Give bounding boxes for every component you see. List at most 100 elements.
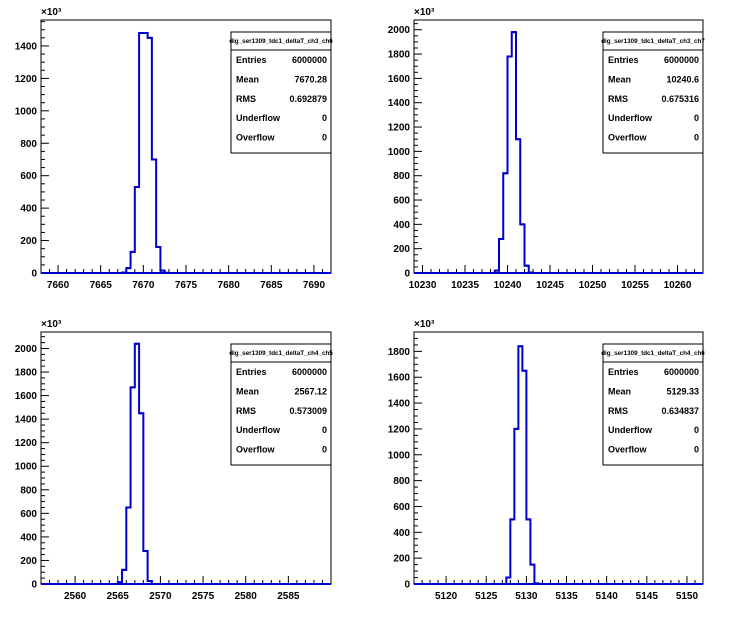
y-tick-label: 800 bbox=[20, 485, 37, 496]
x-tick-label: 5125 bbox=[475, 591, 498, 602]
stats-value: 0 bbox=[694, 113, 699, 123]
y-tick-label: 2000 bbox=[388, 25, 411, 36]
stats-label: Entries bbox=[608, 367, 639, 377]
x-tick-label: 10260 bbox=[664, 280, 692, 291]
stats-label: Mean bbox=[608, 386, 631, 396]
y-tick-label: 600 bbox=[20, 509, 37, 520]
x-tick-label: 2560 bbox=[64, 591, 87, 602]
y-tick-label: 1800 bbox=[388, 347, 411, 358]
y-tick-label: 400 bbox=[20, 204, 37, 215]
x-tick-label: 5145 bbox=[636, 591, 659, 602]
stats-value: 6000000 bbox=[664, 55, 699, 65]
stats-label: Underflow bbox=[608, 113, 653, 123]
y-tick-label: 1000 bbox=[388, 450, 411, 461]
stats-box-frame bbox=[230, 343, 332, 466]
histogram-outline bbox=[116, 342, 153, 584]
stats-label: Mean bbox=[236, 386, 259, 396]
histogram-panel-1: 0 200 400 600 800 1000 1200 1400 ×10³ 7660 7665 767… bbox=[15, 7, 334, 291]
histogram-panel-2: 0 200 400 600 800 1000 1200 1400 1600 1800 2000×10… bbox=[388, 7, 706, 291]
y-tick-label: 800 bbox=[393, 476, 410, 487]
x-tick-label: 10230 bbox=[409, 280, 437, 291]
y-exponent-label: ×10³ bbox=[41, 319, 62, 330]
stats-value: 0.573009 bbox=[289, 406, 327, 416]
y-tick-label: 400 bbox=[393, 528, 410, 539]
y-exponent-label: ×10³ bbox=[414, 319, 435, 330]
y-tick-label: 1600 bbox=[388, 373, 411, 384]
x-tick-label: 7665 bbox=[90, 280, 113, 291]
x-tick-label: 7670 bbox=[132, 280, 155, 291]
stats-box-frame bbox=[230, 31, 332, 154]
y-tick-label: 1400 bbox=[15, 415, 38, 426]
stats-label: Overflow bbox=[608, 133, 648, 143]
stats-box: dig_ser1309_tdc1_deltaT_ch4_ch6 Entries 60… bbox=[601, 343, 705, 466]
stats-label: Underflow bbox=[236, 425, 281, 435]
y-tick-label: 200 bbox=[393, 244, 410, 255]
y-tick-label: 1400 bbox=[388, 399, 411, 410]
y-tick-label: 1200 bbox=[15, 74, 38, 85]
y-exponent-label: ×10³ bbox=[41, 7, 62, 18]
y-tick-label: 800 bbox=[20, 139, 37, 150]
stats-label: RMS bbox=[608, 94, 628, 104]
stats-title: dig_ser1309_tdc1_deltaT_ch3_ch6 bbox=[229, 38, 333, 45]
stats-label: Mean bbox=[236, 74, 259, 84]
x-tick-label: 10235 bbox=[451, 280, 479, 291]
stats-label: Overflow bbox=[608, 445, 648, 455]
x-tick-label: 7675 bbox=[175, 280, 198, 291]
stats-value: 7670.28 bbox=[294, 74, 327, 84]
stats-label: Overflow bbox=[236, 133, 276, 143]
stats-value: 0.634837 bbox=[661, 406, 699, 416]
stats-value: 6000000 bbox=[292, 367, 327, 377]
stats-label: Underflow bbox=[236, 113, 281, 123]
stats-value: 0.675316 bbox=[661, 94, 699, 104]
y-tick-label: 0 bbox=[404, 580, 410, 591]
y-tick-label: 1600 bbox=[388, 74, 411, 85]
stats-box: dig_ser1309_tdc1_deltaT_ch4_ch5 Entries 60… bbox=[229, 343, 333, 466]
y-tick-label: 800 bbox=[393, 171, 410, 182]
stats-title: dig_ser1309_tdc1_deltaT_ch4_ch5 bbox=[229, 350, 333, 357]
y-tick-label: 200 bbox=[393, 554, 410, 565]
y-tick-label: 1000 bbox=[388, 147, 411, 158]
stats-value: 6000000 bbox=[292, 55, 327, 65]
y-tick-label: 1800 bbox=[388, 50, 411, 61]
x-tick-label: 10240 bbox=[494, 280, 522, 291]
stats-box: dig_ser1309_tdc1_deltaT_ch3_ch6 Entries 60… bbox=[229, 31, 333, 154]
stats-value: 0 bbox=[694, 133, 699, 143]
x-tick-label: 2570 bbox=[149, 591, 172, 602]
x-tick-label: 2575 bbox=[192, 591, 215, 602]
histogram-outline bbox=[121, 31, 170, 274]
stats-label: RMS bbox=[236, 406, 256, 416]
stats-box: dig_ser1309_tdc1_deltaT_ch3_ch7 Entries 60… bbox=[601, 31, 705, 154]
x-tick-label: 10245 bbox=[536, 280, 564, 291]
stats-label: Entries bbox=[236, 367, 267, 377]
stats-title: dig_ser1309_tdc1_deltaT_ch3_ch7 bbox=[601, 38, 705, 45]
y-exponent-label: ×10³ bbox=[414, 7, 435, 18]
stats-label: Entries bbox=[608, 55, 639, 65]
x-tick-label: 5140 bbox=[596, 591, 619, 602]
stats-label: Mean bbox=[608, 74, 631, 84]
y-tick-label: 1200 bbox=[388, 424, 411, 435]
x-tick-label: 7660 bbox=[47, 280, 70, 291]
y-tick-label: 2000 bbox=[15, 344, 38, 355]
stats-value: 6000000 bbox=[664, 367, 699, 377]
x-tick-label: 5130 bbox=[515, 591, 538, 602]
stats-value: 0 bbox=[322, 445, 327, 455]
stats-value: 0 bbox=[322, 425, 327, 435]
histogram-outline bbox=[493, 31, 534, 274]
x-tick-label: 7685 bbox=[260, 280, 283, 291]
stats-box-frame bbox=[602, 31, 704, 154]
x-tick-label: 5135 bbox=[555, 591, 578, 602]
y-tick-label: 0 bbox=[31, 269, 37, 280]
x-tick-label: 10250 bbox=[579, 280, 607, 291]
y-tick-label: 1000 bbox=[15, 462, 38, 473]
x-tick-label: 7680 bbox=[218, 280, 241, 291]
histogram-panel-3: 0 200 400 600 800 1000 1200 1400 1600 1800 2000 ×10… bbox=[15, 319, 334, 602]
histogram-panel-4: 0 200 400 600 800 1000 1200 1400 1600 1800 ×10³ 512… bbox=[388, 319, 706, 602]
y-tick-label: 1600 bbox=[15, 391, 38, 402]
stats-value: 0 bbox=[694, 445, 699, 455]
stats-box-frame bbox=[602, 343, 704, 466]
y-tick-label: 1000 bbox=[15, 106, 38, 117]
y-tick-label: 1200 bbox=[15, 438, 38, 449]
histogram-outline bbox=[505, 345, 540, 585]
x-tick-label: 2565 bbox=[107, 591, 130, 602]
